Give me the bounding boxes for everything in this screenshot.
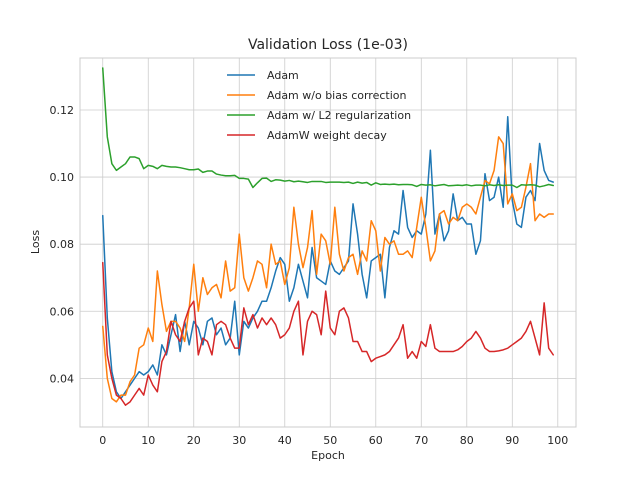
legend-entry: AdamW weight decay (267, 129, 387, 142)
chart-title: Validation Loss (1e-03) (248, 37, 408, 53)
y-tick-label: 0.10 (50, 171, 75, 184)
y-tick-label: 0.12 (50, 104, 75, 117)
series-line-1 (102, 136, 554, 403)
plot-frame (79, 57, 577, 428)
series-line-3 (102, 261, 554, 406)
x-tick-label: 80 (460, 434, 474, 447)
x-tick-label: 30 (232, 434, 246, 447)
legend-entry: Adam w/o bias correction (267, 89, 407, 102)
y-tick-label: 0.04 (50, 372, 75, 385)
y-axis-label: Loss (29, 230, 42, 254)
x-tick-label: 40 (278, 434, 292, 447)
x-tick-label: 60 (369, 434, 383, 447)
legend: Adam Adam w/o bias correction Adam w/ L2 r… (227, 69, 411, 142)
legend-entry: Adam (267, 69, 299, 82)
y-tick-label: 0.06 (50, 305, 75, 318)
series-line-2 (102, 67, 554, 189)
x-tick-labels: 0 10 20 30 40 50 60 70 80 90 100 (99, 434, 568, 447)
series-line-0 (102, 115, 554, 400)
series-lines (102, 67, 554, 406)
y-tick-labels: 0.04 0.06 0.08 0.10 0.12 (50, 104, 75, 385)
x-axis-label: Epoch (311, 449, 345, 462)
x-tick-label: 90 (505, 434, 519, 447)
x-tick-label: 20 (187, 434, 201, 447)
x-tick-label: 0 (99, 434, 106, 447)
x-tick-label: 10 (141, 434, 155, 447)
y-tick-label: 0.08 (50, 238, 75, 251)
x-tick-label: 50 (323, 434, 337, 447)
x-tick-label: 70 (414, 434, 428, 447)
x-tick-label: 100 (547, 434, 568, 447)
legend-entry: Adam w/ L2 regularization (267, 109, 411, 122)
grid-lines (80, 58, 576, 427)
